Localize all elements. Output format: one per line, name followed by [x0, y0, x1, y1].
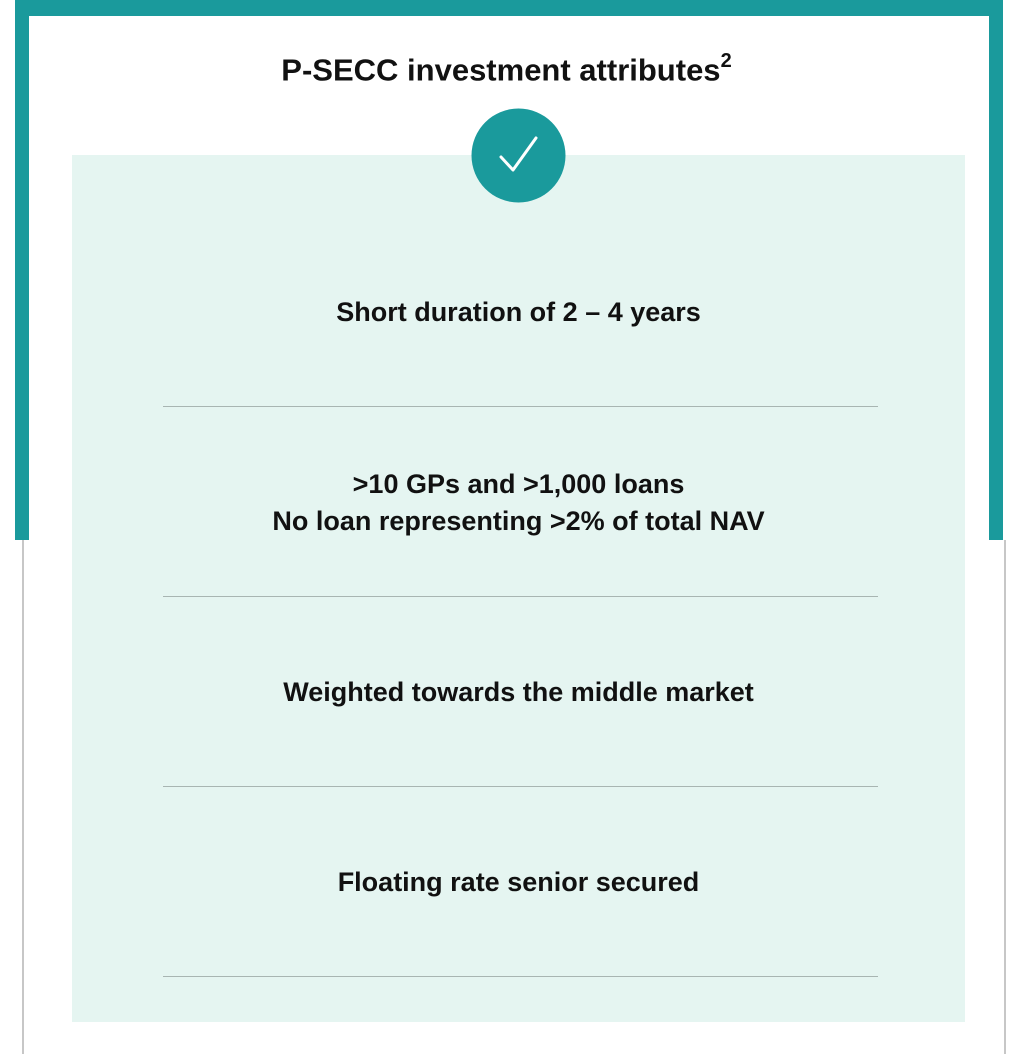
attribute: Weighted towards the middle market — [72, 674, 965, 711]
check-badge — [471, 108, 566, 203]
frame-right — [989, 0, 1003, 540]
frame-right-thin — [1004, 540, 1006, 1054]
panel — [72, 155, 965, 1022]
attribute: Floating rate senior secured — [72, 864, 965, 901]
checkmark — [499, 136, 538, 172]
footnote-ref: 2 — [720, 50, 732, 72]
divider — [163, 976, 878, 977]
title-text: P-SECC investment attributes — [281, 52, 721, 88]
frame-left — [15, 0, 29, 540]
attribute-line: >10 GPs and >1,000 loans — [352, 469, 685, 499]
attribute-line: Weighted towards the middle market — [283, 676, 754, 707]
attribute-line: Short duration of 2 – 4 years — [336, 296, 701, 327]
badge-circle — [471, 108, 566, 203]
attribute-line: Floating rate senior secured — [337, 866, 700, 897]
title: P-SECC investment attributes2 — [0, 50, 1013, 88]
attribute: >10 GPs and >1,000 loans No loan represen… — [72, 466, 965, 540]
attribute-line: No loan representing >2% of total NAV — [272, 506, 765, 536]
attribute: Short duration of 2 – 4 years — [72, 294, 965, 331]
frame-left-thin — [22, 540, 24, 1054]
divider — [163, 596, 878, 597]
divider — [163, 406, 878, 407]
divider — [163, 786, 878, 787]
frame-top — [15, 0, 1003, 16]
